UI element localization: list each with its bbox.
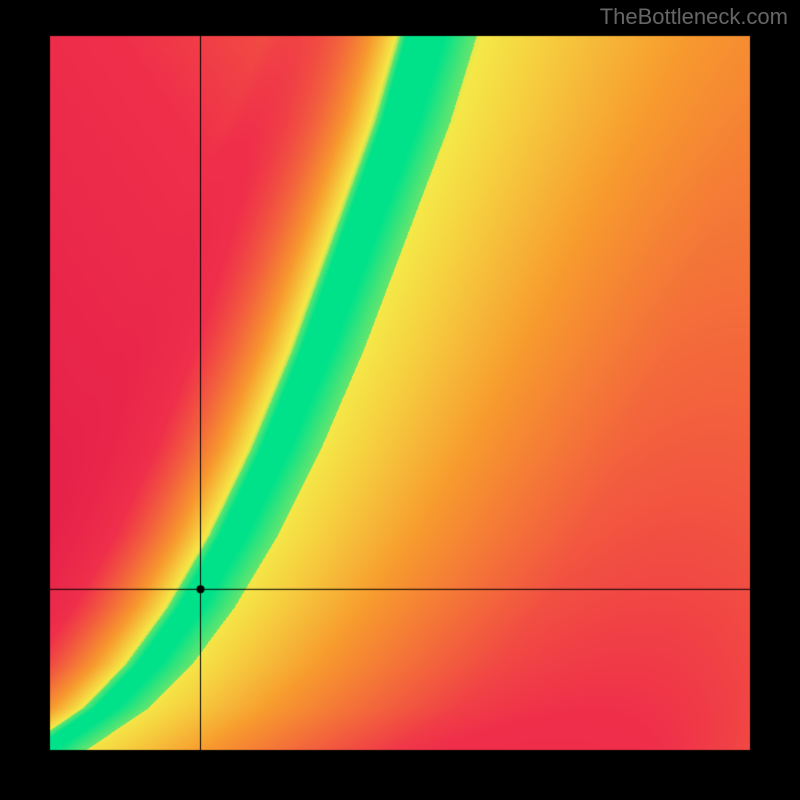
watermark-text: TheBottleneck.com <box>600 4 788 30</box>
heatmap-canvas <box>0 0 800 800</box>
chart-container: TheBottleneck.com <box>0 0 800 800</box>
